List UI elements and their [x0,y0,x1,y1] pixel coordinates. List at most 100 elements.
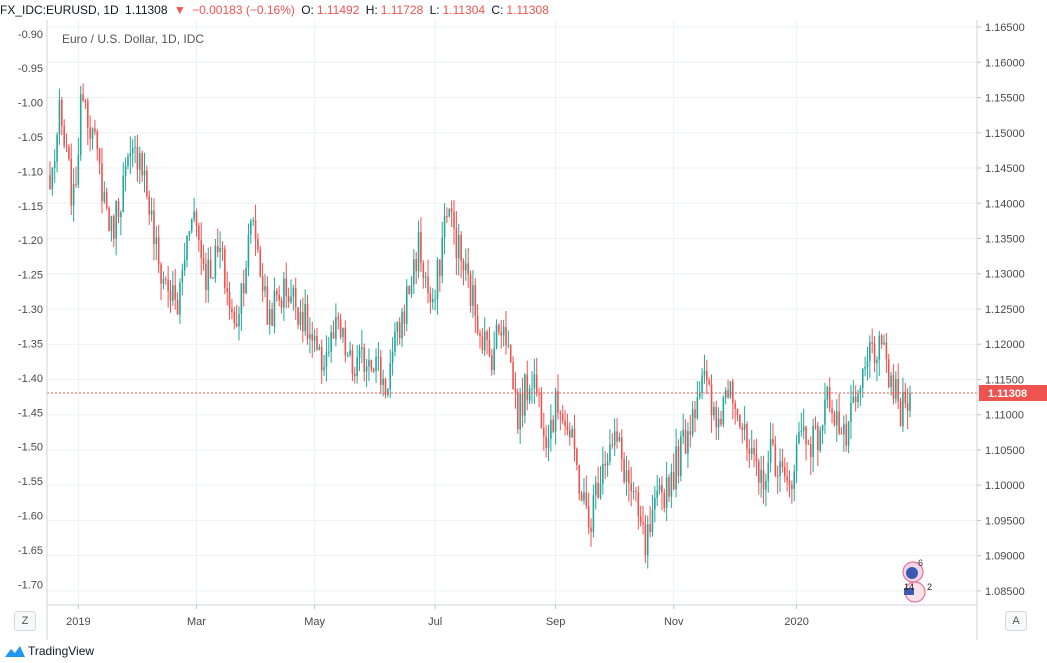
left-axis[interactable]: -0.90 -0.95 -1.00 -1.05 -1.10 -1.15 -1.20 -1.25… [18,29,43,592]
candle-body [276,290,278,295]
candle-body [89,127,91,139]
candle-body [467,263,469,275]
price-chart[interactable]: Euro / U.S. Dollar, 1D, IDC -0.90 -0.95 -1… [0,0,1047,640]
left-tick-label: -1.10 [18,166,43,178]
candle-body [462,260,465,271]
candle-body [363,347,366,372]
candle-body [311,334,314,341]
events-count-b: 2 [927,582,932,592]
candle-body [828,386,831,409]
candle-body [743,424,746,430]
candle-body [909,392,911,411]
candle-body [835,411,838,426]
time-axis[interactable]: 2019 Mar May Jul Sep Nov 2020 [66,605,809,628]
candle-body [486,331,488,340]
zoom-toggle-button[interactable]: Z [14,611,36,631]
candle-body [183,260,186,271]
candle-body [734,403,736,409]
candle-body [869,342,871,362]
candle-body [550,419,552,439]
candle-body [481,336,484,351]
auto-scale-button[interactable]: A [1005,611,1027,631]
candle-body [509,345,512,363]
candle-body [779,461,781,476]
candle-body [457,234,460,259]
candle-body [724,390,727,398]
candle-body [131,147,134,154]
candle-body [682,429,684,437]
candle-body [417,232,420,272]
left-tick-label: -0.95 [18,63,43,75]
candle-body [72,183,75,206]
candle-body [843,424,845,435]
candle-body [895,379,897,399]
candle-body [890,375,892,388]
candle-body [283,278,285,308]
brand-name[interactable]: TradingView [28,644,95,658]
left-tick-label: -1.60 [18,511,43,523]
candle-body [741,426,744,430]
candle-body [460,234,462,261]
candle-body [533,374,536,389]
candle-body [398,322,401,339]
price-axis[interactable]: 1.16500 1.16000 1.15500 1.15000 1.14500 1.140… [977,22,1025,598]
candle-body [850,402,852,422]
event-markers[interactable]: 6 14 2 [902,558,932,603]
candle-body [207,259,210,291]
candle-body [405,285,408,324]
candle-body [434,299,436,301]
tradingview-logo-icon[interactable] [4,645,26,658]
candle-body [630,483,633,492]
candle-body [372,368,375,372]
candle-body [613,431,616,446]
candle-body [845,424,848,446]
candle-body [299,312,302,325]
candle-body [124,165,127,177]
candle-body [379,356,382,386]
time-tick-label: 2020 [784,616,808,628]
candle-body [871,342,873,344]
candle-body [807,443,810,445]
symbol-label[interactable]: FX_IDC:EURUSD, 1D [0,3,119,17]
candle-body [774,444,777,476]
candle-body [857,393,859,402]
candle-body [342,328,344,338]
candle-body [701,375,703,394]
candle-body [599,483,602,498]
time-tick-label: Mar [187,616,206,628]
candle-body [698,393,701,398]
candle-body [453,211,455,229]
candle-body [637,492,640,516]
candle-body [325,352,328,368]
candle-body [524,374,526,416]
grid-lines [47,20,977,605]
candle-body [755,454,758,462]
candle-body [656,490,658,498]
candle-body [134,146,136,148]
candle-body [812,425,814,458]
candle-body [538,393,540,395]
candle-body [63,126,65,146]
candle-body [344,328,347,356]
candle-body [717,418,720,428]
candle-body [332,332,335,339]
low-value: 1.11304 [442,3,486,17]
candle-body [349,350,351,356]
last-price: 1.11308 [125,3,168,17]
candle-body [87,100,89,128]
candle-body [680,436,682,476]
candle-body [98,148,101,164]
candle-body [472,285,474,306]
candle-body [193,211,195,220]
candle-body [112,216,115,239]
candle-body [512,362,514,390]
candle-body [356,357,358,377]
candle-body [415,259,418,272]
price-tick-label: 1.12500 [985,304,1025,316]
candle-body [585,492,588,506]
candle-body [94,128,96,132]
candle-body [609,444,611,462]
candle-body [552,419,555,432]
candle-body [561,414,564,422]
candle-body [335,317,337,339]
